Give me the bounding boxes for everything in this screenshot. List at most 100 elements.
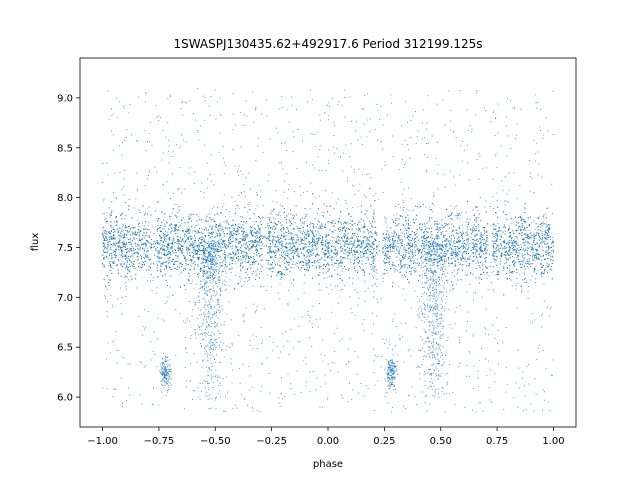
data-point — [428, 253, 430, 255]
data-point — [138, 244, 140, 246]
data-point — [524, 230, 526, 232]
data-point — [272, 244, 274, 246]
data-point — [257, 262, 259, 264]
data-point — [382, 278, 384, 279]
data-point — [274, 236, 276, 238]
data-point — [453, 269, 455, 271]
data-point — [414, 234, 416, 236]
data-point — [122, 243, 124, 245]
data-point — [292, 215, 294, 217]
data-point — [525, 248, 527, 250]
data-point — [540, 226, 542, 228]
data-point — [280, 215, 281, 217]
data-point — [361, 255, 363, 257]
data-point — [541, 231, 543, 233]
data-point — [522, 238, 524, 240]
data-point — [230, 232, 232, 234]
data-point — [183, 245, 185, 247]
data-point — [170, 248, 172, 250]
data-point — [376, 278, 378, 280]
data-point — [406, 222, 408, 224]
data-point — [324, 244, 326, 246]
data-point — [299, 237, 301, 239]
data-point — [228, 244, 230, 246]
data-point — [191, 263, 193, 265]
data-point — [291, 283, 293, 285]
data-point — [404, 245, 406, 247]
data-point — [132, 246, 134, 248]
data-point — [283, 269, 285, 270]
data-point — [521, 247, 522, 248]
data-point — [420, 267, 422, 269]
data-point — [238, 223, 240, 225]
data-point — [117, 233, 119, 235]
data-point — [121, 212, 123, 214]
data-point — [521, 226, 523, 228]
data-point — [529, 246, 531, 248]
data-point — [120, 247, 122, 249]
data-point — [516, 257, 518, 258]
data-point — [147, 225, 149, 227]
data-point — [536, 235, 538, 237]
data-point — [387, 230, 388, 232]
data-point — [372, 252, 374, 254]
data-point — [413, 246, 415, 248]
data-point — [418, 253, 419, 255]
data-point — [394, 237, 396, 239]
data-point — [317, 247, 319, 249]
data-point — [498, 227, 500, 229]
data-point — [147, 235, 149, 237]
data-point — [351, 243, 353, 245]
data-point — [239, 238, 241, 239]
data-point — [400, 268, 401, 269]
data-point — [106, 217, 108, 219]
data-point — [328, 275, 330, 277]
data-point — [300, 224, 302, 226]
data-point — [127, 226, 129, 228]
data-point — [249, 264, 251, 266]
data-point — [372, 257, 374, 259]
data-point — [426, 259, 428, 261]
chart-title: 1SWASPJ130435.62+492917.6 Period 312199.… — [173, 37, 482, 51]
data-point — [510, 223, 512, 225]
data-point — [437, 242, 439, 244]
data-point — [545, 249, 547, 251]
data-point — [133, 232, 135, 234]
data-point — [271, 252, 273, 254]
data-point — [269, 248, 271, 250]
data-point — [211, 279, 213, 281]
data-point — [313, 260, 315, 262]
data-point — [527, 267, 529, 269]
data-point — [178, 221, 180, 223]
data-point — [531, 275, 533, 277]
data-point — [296, 265, 298, 267]
data-point — [442, 231, 444, 233]
data-point — [230, 241, 232, 243]
data-point — [525, 245, 527, 247]
data-point — [455, 251, 457, 253]
data-point — [237, 229, 239, 231]
data-point — [413, 253, 415, 255]
data-point — [121, 228, 123, 230]
data-point — [455, 255, 457, 257]
data-point — [383, 252, 384, 254]
data-point — [519, 274, 521, 276]
data-point — [222, 236, 224, 238]
data-point — [498, 270, 500, 272]
data-point — [117, 245, 119, 246]
data-point — [367, 258, 369, 260]
data-point — [535, 268, 537, 270]
data-point — [362, 227, 364, 229]
data-point — [376, 272, 378, 274]
data-point — [296, 234, 298, 236]
data-point — [468, 245, 470, 247]
data-point — [527, 265, 528, 267]
data-point — [277, 248, 279, 250]
data-point — [329, 229, 331, 231]
data-point — [206, 256, 208, 258]
data-point — [541, 242, 543, 244]
data-point — [454, 276, 455, 278]
data-point — [413, 260, 415, 262]
data-point — [402, 244, 404, 246]
data-point — [128, 205, 130, 207]
